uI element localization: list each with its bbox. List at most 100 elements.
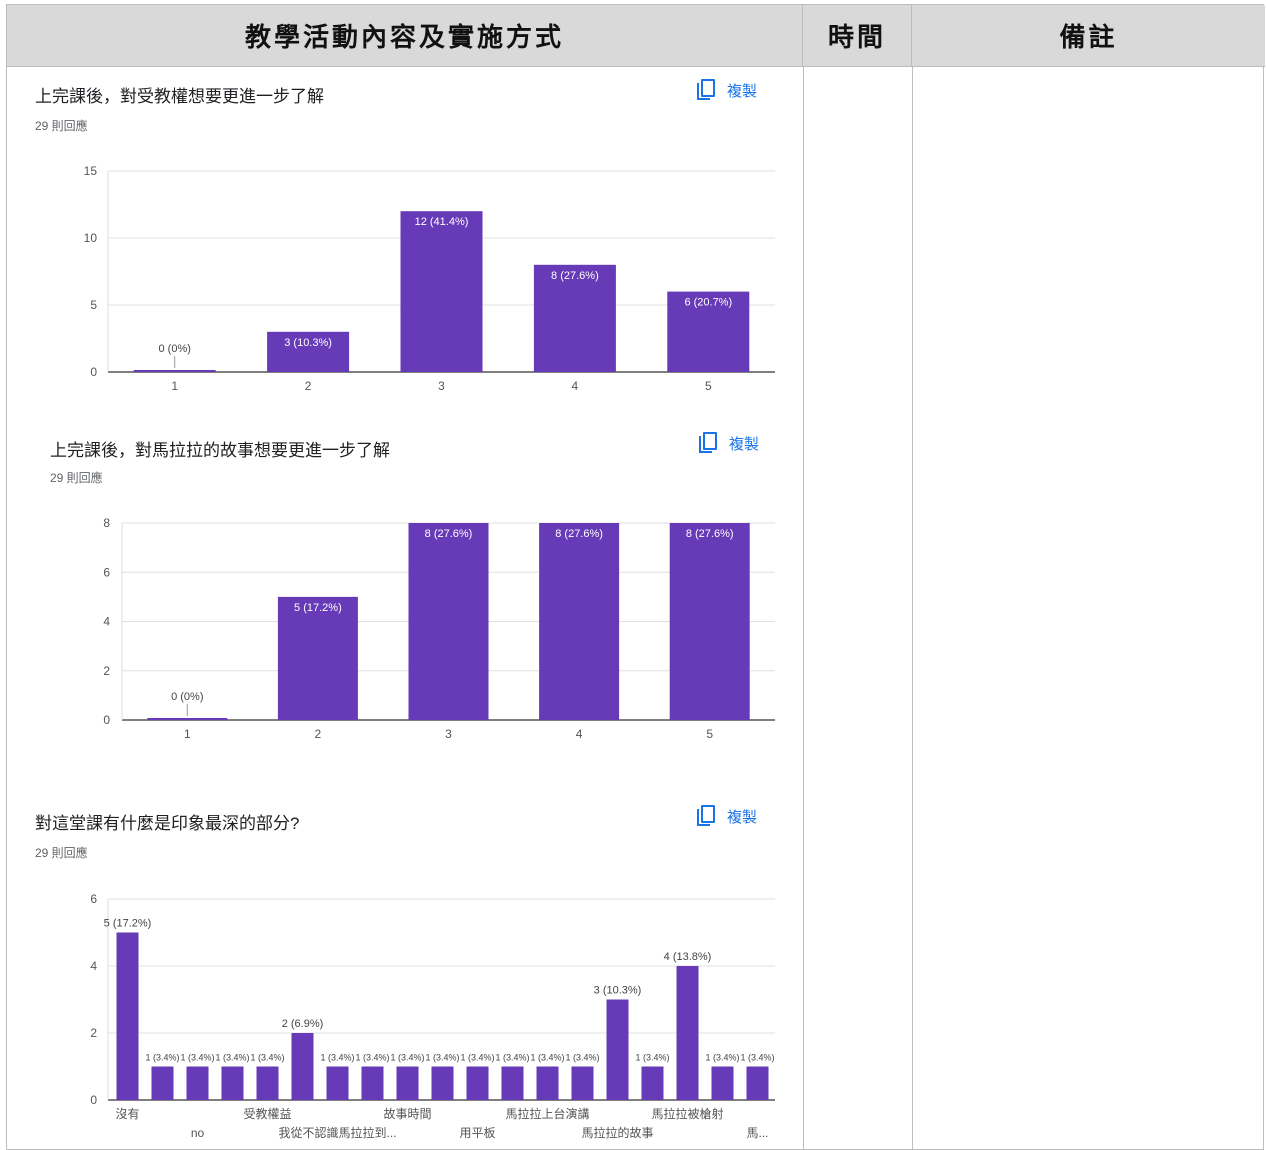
bar — [711, 1066, 734, 1100]
bar-chart-1: 0 5 10 15 0 (0%) 1 3 (10.3%) 2 12 (41.4%) 3 8 (27.… — [84, 164, 775, 1140]
bar — [431, 1066, 454, 1100]
y-tick-label: 0 — [103, 713, 110, 727]
data-label: 1 (3.4%) — [705, 1053, 739, 1063]
bar — [536, 1066, 559, 1100]
x-tick-label: 3 — [445, 727, 452, 741]
bar — [669, 523, 750, 720]
x-tick-label: 故事時間 — [383, 1106, 431, 1121]
copy-button[interactable]: 複製 — [697, 79, 757, 101]
y-tick-label: 0 — [90, 1093, 97, 1107]
data-label: 5 (17.2%) — [294, 602, 342, 614]
bar — [408, 523, 489, 720]
data-label: 2 (6.9%) — [282, 1018, 324, 1030]
copy-label: 複製 — [729, 435, 760, 453]
header-time: 時間 — [803, 5, 912, 67]
data-label: 3 (10.3%) — [594, 985, 642, 997]
x-tick-label: 1 — [184, 727, 191, 741]
y-tick-label: 6 — [90, 892, 97, 906]
data-label: 1 (3.4%) — [180, 1053, 214, 1063]
y-tick-label: 10 — [84, 231, 98, 245]
x-tick-label: 馬拉拉的故事 — [581, 1125, 653, 1140]
data-label: 1 (3.4%) — [460, 1053, 494, 1063]
bar — [539, 523, 620, 720]
x-tick-label: 用平板 — [459, 1126, 495, 1140]
chart-question-title: 上完課後，對受教權想要更進一步了解 — [35, 87, 324, 106]
data-label: 1 (3.4%) — [530, 1053, 564, 1063]
header-note: 備註 — [912, 5, 1265, 67]
data-label: 0 (0%) — [158, 343, 190, 355]
bar — [277, 596, 358, 720]
x-tick-label: 4 — [576, 727, 583, 741]
y-tick-label: 8 — [103, 516, 110, 530]
data-label: 8 (27.6%) — [425, 528, 473, 540]
data-label: 1 (3.4%) — [320, 1053, 354, 1063]
bar — [361, 1066, 384, 1100]
bar — [151, 1066, 174, 1100]
bar — [466, 1066, 489, 1100]
data-label: 8 (27.6%) — [555, 528, 603, 540]
y-tick-label: 4 — [103, 615, 110, 629]
bar — [606, 999, 629, 1100]
x-tick-label: 沒有 — [115, 1107, 139, 1121]
data-label: 1 (3.4%) — [355, 1053, 389, 1063]
bar — [746, 1066, 769, 1100]
y-tick-label: 2 — [103, 664, 110, 678]
data-label: 6 (20.7%) — [684, 297, 732, 309]
copy-button[interactable]: 複製 — [697, 805, 757, 827]
bar — [571, 1066, 594, 1100]
data-label: 1 (3.4%) — [145, 1053, 179, 1063]
x-tick-label: 2 — [315, 727, 322, 741]
data-label: 8 (27.6%) — [551, 270, 599, 282]
x-tick-label: 我從不認識馬拉拉到... — [278, 1125, 396, 1140]
copy-button[interactable]: 複製 — [699, 432, 759, 454]
y-tick-label: 4 — [90, 959, 97, 973]
copy-label: 複製 — [727, 808, 758, 826]
response-count: 29 則回應 — [35, 119, 88, 133]
y-tick-label: 2 — [90, 1026, 97, 1040]
data-label: 1 (3.4%) — [740, 1053, 774, 1063]
data-label: 1 (3.4%) — [215, 1053, 249, 1063]
column-divider — [803, 67, 804, 1149]
bar — [667, 291, 750, 372]
x-tick-label: 5 — [705, 379, 712, 393]
x-tick-label: 馬拉拉上台演講 — [505, 1106, 589, 1121]
chart-question-title: 上完課後，對馬拉拉的故事想要更進一步了解 — [50, 441, 390, 460]
x-tick-label: 馬拉拉被槍射 — [651, 1106, 723, 1121]
copy-icon — [699, 432, 719, 454]
data-label: 1 (3.4%) — [390, 1053, 424, 1063]
data-label: 1 (3.4%) — [635, 1053, 669, 1063]
chart-question-title: 對這堂課有什麼是印象最深的部分? — [35, 814, 300, 833]
lesson-plan-table: 教學活動內容及實施方式 時間 備註 — [6, 4, 1265, 1150]
y-tick-label: 0 — [90, 365, 97, 379]
bar — [641, 1066, 664, 1100]
response-count: 29 則回應 — [35, 846, 88, 860]
bar — [267, 331, 350, 372]
data-label: 12 (41.4%) — [415, 216, 469, 228]
bar — [396, 1066, 419, 1100]
bar — [533, 264, 616, 372]
bar — [291, 1033, 314, 1100]
data-label: 1 (3.4%) — [425, 1053, 459, 1063]
bar — [186, 1066, 209, 1100]
bar — [221, 1066, 244, 1100]
data-label: 1 (3.4%) — [565, 1053, 599, 1063]
bar — [400, 211, 483, 372]
x-tick-label: 馬... — [746, 1126, 768, 1140]
header-activity: 教學活動內容及實施方式 — [7, 5, 803, 67]
x-tick-label: no — [191, 1126, 205, 1140]
response-count: 29 則回應 — [50, 471, 103, 485]
copy-label: 複製 — [727, 82, 758, 100]
bar — [501, 1066, 524, 1100]
data-label: 1 (3.4%) — [250, 1053, 284, 1063]
x-tick-label: 3 — [438, 379, 445, 393]
data-label: 1 (3.4%) — [495, 1053, 529, 1063]
bar — [256, 1066, 279, 1100]
copy-icon — [697, 805, 717, 827]
x-tick-label: 受教權益 — [243, 1106, 291, 1121]
copy-icon — [697, 79, 717, 101]
y-tick-label: 6 — [103, 565, 110, 579]
data-label: 4 (13.8%) — [664, 951, 712, 963]
column-divider — [912, 67, 913, 1149]
y-tick-label: 15 — [84, 164, 98, 178]
bar — [676, 966, 699, 1100]
